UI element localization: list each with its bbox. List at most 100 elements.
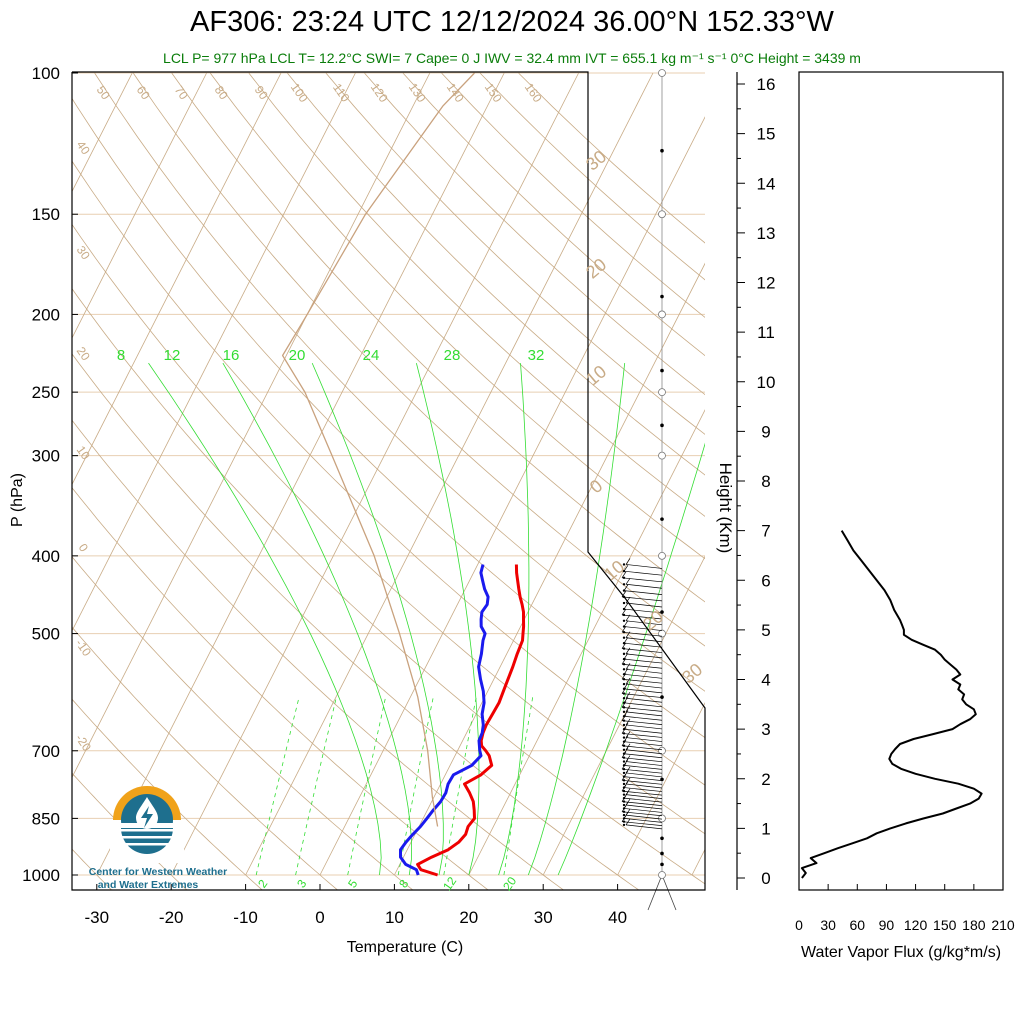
wind-barb-base: [622, 569, 626, 573]
wind-barb-base: [622, 583, 626, 586]
height-tick-label: 13: [757, 224, 776, 243]
height-tick-label: 8: [761, 472, 770, 491]
barb-level-circle: [658, 310, 666, 319]
wind-barb: [623, 570, 663, 576]
y-tick-label: 150: [32, 205, 60, 224]
wind-barb: [623, 702, 663, 708]
dry-adiabat-label: 120: [368, 80, 391, 105]
dry-adiabat-line: [72, 698, 263, 890]
wind-barb: [625, 772, 663, 778]
isotherm-line: [691, 848, 705, 876]
height-tick-label: 6: [761, 571, 770, 590]
height-tick-label: 0: [761, 869, 770, 888]
upper-isotherm-label: 0: [586, 476, 607, 498]
height-tick-label: 2: [761, 770, 770, 789]
isotherm-line: [72, 72, 356, 632]
wind-barb-flag: [625, 558, 631, 565]
wind-barb-flag: [621, 571, 627, 578]
wvf-x-tick-label: 60: [849, 917, 865, 933]
wind-barb-flag: [621, 727, 627, 734]
wvf-x-tick-label: 90: [879, 917, 895, 933]
moist-adiabat-line: [148, 362, 382, 876]
wind-barb-base: [622, 779, 626, 782]
wind-barb-base: [622, 657, 626, 661]
right-isotherm-label: 30: [678, 659, 706, 687]
moist-adiabat-label: 32: [528, 347, 545, 364]
wind-barb: [623, 808, 663, 813]
wind-barb-base: [622, 607, 626, 611]
wind-barb-flag: [625, 743, 631, 750]
wind-barb-base: [622, 625, 626, 628]
wind-barb: [625, 564, 663, 569]
wind-barb-flag: [623, 682, 629, 690]
dry-adiabat-label: 80: [212, 83, 231, 102]
wind-barb-flag: [621, 714, 627, 721]
moist-adiabat-line: [416, 363, 480, 876]
wind-barb-flag: [623, 652, 629, 660]
wind-barb: [623, 642, 663, 648]
wind-barb-flag: [621, 751, 627, 758]
moist-adiabat-line: [311, 362, 444, 876]
wvf-x-axis-label: Water Vapor Flux (g/kg*m/s): [801, 944, 1001, 961]
wind-barb: [625, 683, 663, 689]
dry-adiabat-line: [479, 72, 705, 281]
barb-level-circle: [658, 451, 666, 460]
wind-barb-base: [622, 732, 626, 735]
wind-barb-base: [622, 576, 626, 579]
logo-line2: and Water Extremes: [98, 879, 199, 891]
isotherm-label: 40: [74, 138, 93, 157]
wind-barb: [623, 590, 663, 595]
dry-adiabat-line: [72, 353, 640, 890]
wind-barb: [625, 724, 663, 730]
x-tick-label: -30: [85, 908, 110, 927]
y-tick-label: 700: [32, 742, 60, 761]
wind-barb-base: [622, 589, 626, 592]
dry-adiabat-label: 90: [252, 83, 271, 102]
wind-barb-base: [622, 748, 626, 751]
wind-barb-flag: [623, 668, 629, 675]
height-tick-label: 16: [757, 75, 776, 94]
dry-adiabat-line: [72, 626, 339, 890]
wind-barb-base: [622, 706, 626, 709]
dry-adiabat-line: [171, 72, 705, 603]
dry-adiabat-line: [72, 223, 705, 835]
wind-barb: [623, 818, 663, 823]
wind-barb-flag: [623, 602, 629, 610]
isotherm-line: [72, 72, 282, 486]
moist-adiabat-label: 16: [223, 347, 240, 364]
skew-t-frame: [71, 71, 706, 891]
mixing-ratio-line: [347, 697, 386, 876]
wind-barb-base: [622, 813, 626, 817]
surface-barb: [661, 874, 677, 911]
wind-barb-flag: [621, 815, 627, 822]
y-tick-label: 250: [32, 383, 60, 402]
wind-barb-base: [622, 767, 626, 771]
wind-barb-flag: [625, 818, 631, 826]
x-tick-label: 20: [459, 908, 478, 927]
wind-barb-flag: [625, 718, 631, 726]
wind-barb-flag: [625, 663, 631, 670]
height-tick-label: 15: [757, 125, 776, 144]
wind-barb-base: [622, 744, 626, 747]
wind-barb: [623, 797, 663, 803]
wind-barb-flag: [625, 647, 631, 655]
wind-barb: [621, 745, 663, 751]
wind-barb-base: [622, 601, 626, 605]
mixing-ratio-line: [503, 697, 534, 876]
wind-barb: [625, 602, 663, 608]
wind-barb: [625, 583, 663, 589]
wind-barb-base: [622, 803, 626, 807]
wind-barb-flag: [623, 723, 629, 730]
wind-barb: [625, 783, 663, 789]
wind-barb: [621, 821, 663, 827]
barb-level-circle: [658, 551, 666, 560]
moist-adiabat-label: 24: [363, 347, 380, 364]
wind-barb-flag: [625, 631, 631, 638]
dry-adiabat-line: [286, 72, 705, 476]
barb-dot: [660, 610, 664, 614]
wind-barb-base: [622, 641, 626, 645]
wind-barb: [621, 720, 663, 725]
y-tick-label: 400: [32, 547, 60, 566]
dry-adiabat-label: 100: [288, 80, 311, 105]
